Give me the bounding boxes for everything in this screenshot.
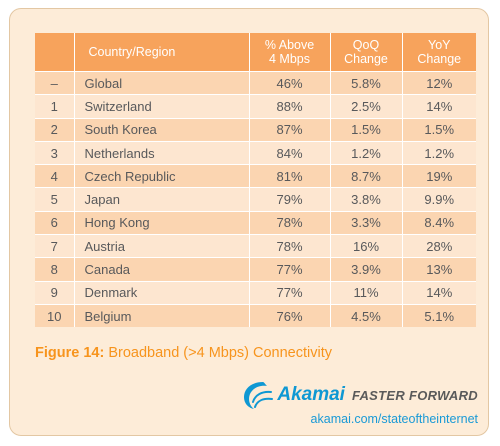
qoq-change-cell: 2.5% [329,94,402,119]
header-qoq-line1: QoQ [352,38,380,52]
pct-above-4mbps-cell: 79% [248,187,330,212]
qoq-change-cell: 8.7% [329,164,402,188]
rank-cell: 2 [35,117,74,142]
yoy-change-cell: 9.9% [401,187,476,212]
yoy-change-cell: 28% [401,234,476,258]
pct-above-4mbps-cell: 46% [248,70,330,95]
country-cell: Canada [73,257,249,282]
akamai-logo-icon [244,382,274,409]
table-header: Country/Region % Above 4 Mbps QoQ Change Y… [35,33,476,72]
qoq-change-cell: 3.9% [329,257,402,282]
connectivity-table: Country/Region % Above 4 Mbps QoQ Change Y… [35,33,476,328]
pct-above-4mbps-cell: 77% [248,280,330,305]
header-pct-above-4mbps: % Above 4 Mbps [248,33,330,72]
country-cell: Global [73,70,249,95]
qoq-change-cell: 1.5% [329,117,402,142]
country-cell: Czech Republic [73,164,249,188]
pct-above-4mbps-cell: 81% [248,164,330,188]
rank-cell: 10 [35,303,74,328]
pct-above-4mbps-cell: 78% [248,234,330,258]
yoy-change-cell: 8.4% [401,210,476,235]
pct-above-4mbps-cell: 78% [248,210,330,235]
table-row: – Global 46% 5.8% 12% [35,70,476,95]
header-row: Country/Region % Above 4 Mbps QoQ Change Y… [35,33,476,72]
site-url-link[interactable]: akamai.com/stateoftheinternet [310,412,478,426]
country-cell: Denmark [73,280,249,305]
table-row: 6 Hong Kong 78% 3.3% 8.4% [35,210,476,235]
header-yoy-line2: Change [417,52,462,66]
pct-above-4mbps-cell: 87% [248,117,330,142]
table-row: 1 Switzerland 88% 2.5% 14% [35,94,476,119]
country-cell: Austria [73,234,249,258]
header-pct-line1: % Above [264,38,315,52]
header-rank [35,33,74,72]
table-row: 3 Netherlands 84% 1.2% 1.2% [35,140,476,165]
table-row: 10 Belgium 76% 4.5% 5.1% [35,303,476,328]
header-yoy-line1: YoY [428,38,451,52]
figure-caption: Figure 14: Broadband (>4 Mbps) Connectiv… [35,345,332,361]
qoq-change-cell: 11% [329,280,402,305]
country-cell: Belgium [73,303,249,328]
table-row: 5 Japan 79% 3.8% 9.9% [35,187,476,212]
country-cell: Japan [73,187,249,212]
akamai-wordmark: Akamai [277,384,345,405]
pct-above-4mbps-cell: 88% [248,94,330,119]
qoq-change-cell: 3.8% [329,187,402,212]
qoq-change-cell: 5.8% [329,70,402,95]
brand-tagline: FASTER FORWARD [351,387,478,403]
table-row: 9 Denmark 77% 11% 14% [35,280,476,305]
yoy-change-cell: 5.1% [401,303,476,328]
rank-cell: – [35,70,74,95]
pct-above-4mbps-cell: 76% [248,303,330,328]
rank-cell: 1 [35,94,74,119]
rank-cell: 7 [35,234,74,258]
rank-cell: 8 [35,257,74,282]
yoy-change-cell: 12% [401,70,476,95]
yoy-change-cell: 1.2% [401,140,476,165]
table-body: – Global 46% 5.8% 12% 1 Switzerland 88% 2.5% 14% 2… [35,70,476,328]
country-cell: Netherlands [73,140,249,165]
rank-cell: 5 [35,187,74,212]
rank-cell: 6 [35,210,74,235]
country-cell: Hong Kong [73,210,249,235]
yoy-change-cell: 14% [401,94,476,119]
rank-cell: 3 [35,140,74,165]
qoq-change-cell: 16% [329,234,402,258]
country-cell: South Korea [73,117,249,142]
table-row: 2 South Korea 87% 1.5% 1.5% [35,117,476,142]
qoq-change-cell: 3.3% [329,210,402,235]
pct-above-4mbps-cell: 84% [248,140,330,165]
yoy-change-cell: 19% [401,164,476,188]
table-row: 7 Austria 78% 16% 28% [35,234,476,258]
figure-title: Broadband (>4 Mbps) Connectivity [108,345,332,361]
figure-number: Figure 14: [35,345,105,361]
rank-cell: 4 [35,164,74,188]
header-qoq-line2: Change [344,52,388,66]
header-yoy-change: YoY Change [401,33,476,72]
akamai-brand: Akamai FASTER FORWARD [241,382,478,409]
yoy-change-cell: 13% [401,257,476,282]
header-qoq-change: QoQ Change [329,33,402,72]
qoq-change-cell: 4.5% [329,303,402,328]
country-cell: Switzerland [73,94,249,119]
table-row: 4 Czech Republic 81% 8.7% 19% [35,164,476,188]
yoy-change-cell: 14% [401,280,476,305]
rank-cell: 9 [35,280,74,305]
header-country: Country/Region [73,33,249,72]
table-row: 8 Canada 77% 3.9% 13% [35,257,476,282]
qoq-change-cell: 1.2% [329,140,402,165]
pct-above-4mbps-cell: 77% [248,257,330,282]
yoy-change-cell: 1.5% [401,117,476,142]
header-pct-line2: 4 Mbps [269,52,310,66]
